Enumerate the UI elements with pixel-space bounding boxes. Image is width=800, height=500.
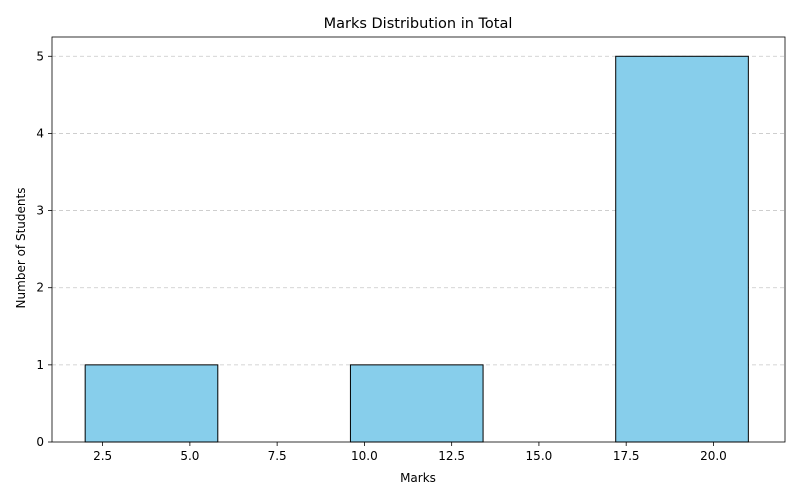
x-tick-label-4: 12.5 [438,449,465,463]
histogram-bar-0 [84,364,219,443]
y-tick-label-3: 3 [36,204,44,218]
x-tick-label-1: 5.0 [180,449,199,463]
y-axis-title: Number of Students [14,188,28,309]
chart-title: Marks Distribution in Total [324,16,513,32]
axes [51,36,786,443]
x-tick-label-6: 17.5 [613,449,640,463]
x-tick-label-2: 7.5 [268,449,287,463]
x-axis-title: Marks [400,471,436,485]
x-tick-label-7: 20.0 [700,449,727,463]
x-tick-label-5: 15.0 [526,449,553,463]
y-tick-label-4: 4 [36,126,44,140]
y-tick-label-2: 2 [36,281,44,295]
y-tick-label-5: 5 [36,49,44,63]
plot-frame [51,36,786,443]
x-tick-label-0: 2.5 [93,449,112,463]
ticks: 2.5 5.0 7.5 10.0 12.5 15.0 17.5 20.0 0 1 2 3 4 5 [36,49,726,463]
x-tick-label-3: 10.0 [351,449,378,463]
histogram-bars [84,55,749,443]
y-tick-label-0: 0 [36,435,44,449]
histogram-bar-4 [615,55,749,443]
y-tick-label-1: 1 [36,358,44,372]
histogram-bar-2 [349,364,484,443]
